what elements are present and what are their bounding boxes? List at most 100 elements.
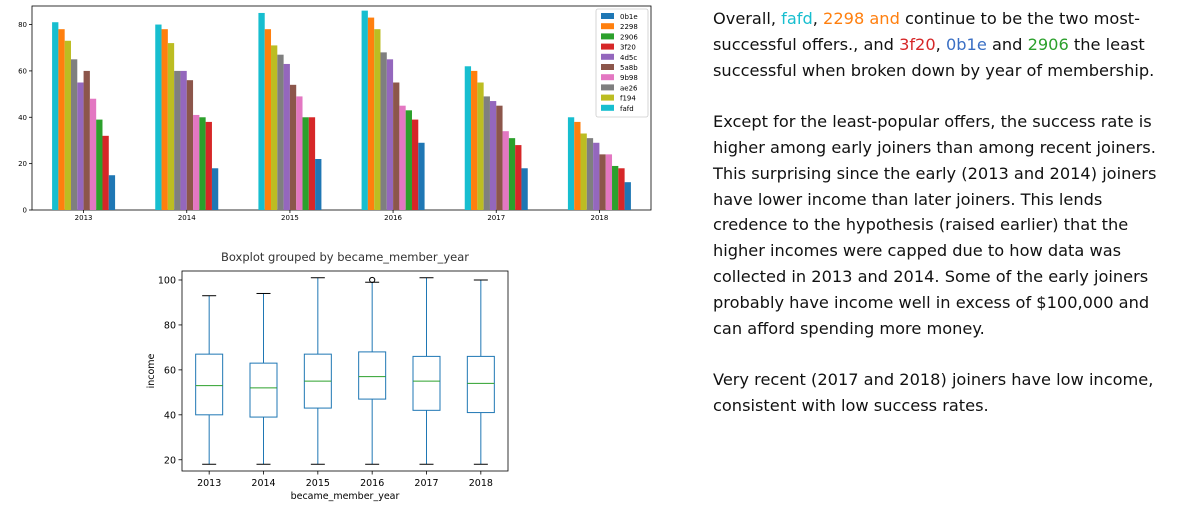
legend-swatch-3f20 [601, 43, 614, 50]
legend-swatch-2298 [601, 23, 614, 30]
bar-9b98-2018 [605, 154, 613, 210]
offer-3f20-highlight: 3f20 [899, 34, 936, 54]
legend-label-2906: 2906 [620, 33, 638, 41]
box-2017 [412, 355, 441, 411]
legend-label-fafd: fafd [620, 105, 634, 113]
offer-success-bar-chart: 0 20 40 60 80 2013 2014 2015 2016 2017 2018 0b1e 229… [18, 5, 652, 222]
x-axis-label: became_member_year [291, 491, 400, 502]
bar-f194-2018 [580, 133, 587, 210]
legend-label-5a8b: 5a8b [620, 64, 638, 72]
bar-ae26-2014 [174, 70, 181, 210]
p1-text-b: , [812, 9, 824, 28]
bar-2298-2015 [264, 29, 272, 210]
legend-swatch-5a8b [601, 64, 614, 70]
bar-2298-2017 [471, 70, 478, 210]
legend-swatch-9b98 [601, 74, 614, 81]
bar-0b1e-2018 [624, 182, 631, 210]
offer-fafd-highlight: fafd [781, 9, 813, 28]
bar-f194-2016 [374, 29, 381, 210]
legend-label-f194: f194 [620, 95, 636, 103]
x-tick-label: 2017 [487, 214, 505, 222]
y-tick-label: 20 [18, 160, 27, 168]
bar-3f20-2014 [205, 121, 212, 210]
box-2014 [249, 362, 278, 418]
legend-swatch-0b1e [601, 13, 614, 19]
x-tick-label: 2016 [360, 478, 384, 489]
bar-5a8b-2016 [393, 82, 400, 210]
x-tick-label: 2014 [178, 214, 196, 222]
y-tick-label: 60 [164, 365, 176, 376]
bar-fafd-2016 [361, 10, 368, 210]
legend-label-3f20: 3f20 [620, 44, 636, 52]
bar-9b98-2014 [193, 114, 200, 210]
x-tick-label: 2018 [469, 478, 493, 489]
offer-2298-highlight: 2298 and [823, 9, 905, 28]
bar-0b1e-2017 [521, 168, 528, 210]
commentary-paragraph-1: Overall, fafd, 2298 and continue to be t… [713, 6, 1173, 83]
legend-label-0b1e: 0b1e [620, 13, 638, 21]
bar-ae26-2018 [586, 138, 594, 210]
bar-5a8b-2013 [83, 70, 90, 210]
x-tick-label: 2014 [251, 478, 275, 489]
bar-f194-2017 [477, 82, 484, 210]
bar-2906-2015 [302, 117, 309, 210]
bar-4d5c-2018 [593, 142, 600, 210]
bar-fafd-2017 [464, 66, 472, 210]
bar-0b1e-2015 [315, 159, 322, 210]
legend-swatch-4d5c [601, 53, 614, 60]
x-tick-label: 2013 [197, 478, 221, 489]
bar-2906-2013 [96, 119, 103, 210]
p1-text-f: the least successful when broken down by… [713, 34, 1155, 80]
bar-ae26-2016 [380, 52, 387, 211]
legend-swatch-fafd [601, 104, 614, 111]
bar-9b98-2015 [296, 96, 303, 210]
commentary-text: Overall, fafd, 2298 and continue to be t… [713, 6, 1173, 445]
legend-swatch-ae26 [601, 84, 614, 91]
flier-2016 [369, 276, 376, 284]
bar-ae26-2017 [483, 96, 490, 210]
y-tick-label: 100 [158, 275, 176, 286]
x-tick-label: 2016 [384, 214, 402, 222]
boxplot-title: Boxplot grouped by became_member_year [221, 250, 469, 264]
bar-f194-2014 [167, 43, 175, 210]
y-tick-label: 20 [164, 455, 176, 466]
bar-5a8b-2018 [599, 154, 606, 210]
box-2013 [195, 353, 224, 416]
bar-3f20-2017 [515, 145, 522, 210]
bar-2298-2016 [367, 17, 375, 210]
bar-ae26-2013 [70, 59, 78, 211]
x-tick-label: 2015 [306, 478, 330, 489]
income-boxplot-chart: Boxplot grouped by became_member_year 20 4… [146, 250, 509, 502]
bar-fafd-2015 [258, 12, 265, 211]
x-tick-label: 2018 [591, 214, 609, 222]
bar-3f20-2018 [618, 168, 625, 210]
bar-2906-2018 [612, 165, 619, 210]
y-tick-label: 0 [23, 207, 27, 215]
bar-0b1e-2013 [108, 175, 116, 210]
bar-3f20-2015 [308, 117, 316, 210]
bar-fafd-2018 [567, 117, 575, 210]
legend-label-2298: 2298 [620, 23, 638, 31]
y-tick-label: 40 [164, 410, 176, 421]
legend-label-ae26: ae26 [620, 84, 638, 92]
box-2016 [358, 351, 387, 400]
bar-2906-2016 [405, 110, 412, 210]
bar-f194-2015 [271, 45, 278, 211]
bar-2298-2013 [58, 29, 65, 210]
bar-4d5c-2014 [180, 70, 187, 210]
bar-3f20-2013 [102, 135, 109, 210]
bar-5a8b-2015 [289, 84, 297, 210]
bar-4d5c-2016 [386, 59, 394, 211]
p1-text-d: , [935, 34, 946, 54]
offer-2906-highlight: 2906 [1027, 34, 1069, 54]
bar-fafd-2013 [52, 22, 59, 211]
commentary-paragraph-3: Very recent (2017 and 2018) joiners have… [713, 370, 1154, 415]
bar-5a8b-2017 [496, 105, 503, 210]
x-tick-label: 2015 [281, 214, 299, 222]
bar-9b98-2017 [502, 131, 509, 210]
x-tick-label: 2013 [75, 214, 93, 222]
x-tick-label: 2017 [414, 478, 438, 489]
box-2018 [466, 355, 495, 414]
plot-frame [181, 270, 509, 472]
bar-4d5c-2013 [77, 82, 84, 210]
